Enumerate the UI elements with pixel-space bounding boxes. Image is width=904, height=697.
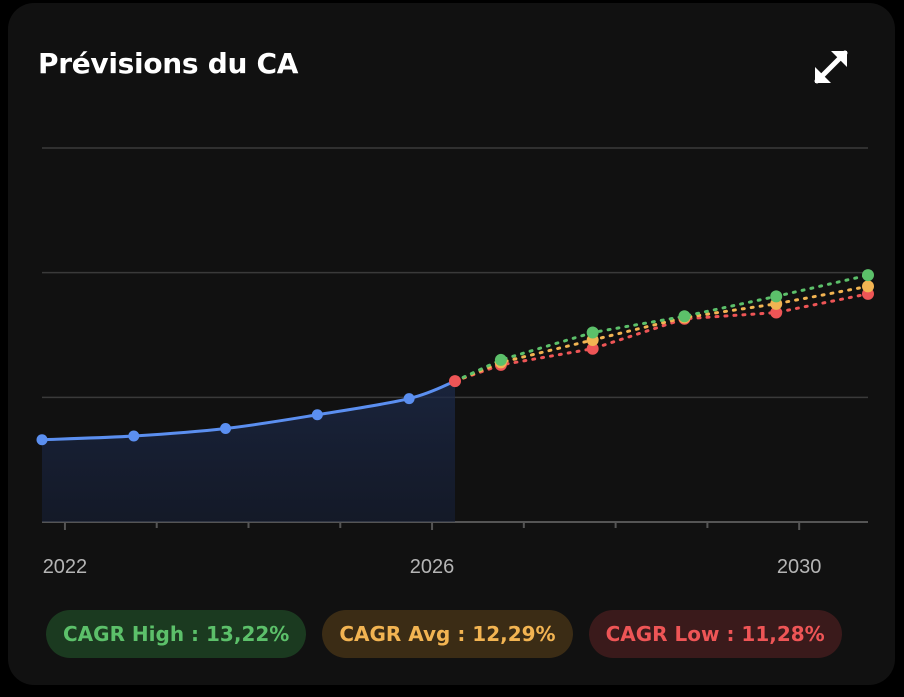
revenue-forecast-card: Prévisions du CA 2022 2026 2030 CAGR High … [8, 3, 895, 685]
forecast-avg-point [862, 280, 874, 293]
actual-revenue-point [128, 430, 140, 442]
expand-arrows-icon[interactable] [806, 42, 856, 92]
forecast-high-point [678, 310, 691, 323]
forecast-low-line [453, 292, 870, 383]
card-title: Prévisions du CA [38, 47, 299, 80]
actual-revenue-point [403, 393, 415, 405]
x-tick-label: 2026 [410, 556, 455, 578]
forecast-high-line [453, 273, 870, 383]
forecast-high-point [494, 353, 507, 366]
actual-revenue-point [311, 409, 323, 421]
cagr-low-badge: CAGR Low : 11,28% [588, 610, 842, 658]
forecast-low-point [586, 342, 599, 355]
forecast-low-point [770, 306, 783, 319]
cagr-legend: CAGR High : 13,22% CAGR Avg : 12,29% CAG… [46, 610, 842, 658]
x-tick-label: 2022 [43, 556, 88, 578]
current-revenue-point [449, 375, 461, 388]
forecast-avg-line [453, 284, 870, 383]
revenue-chart: 2022 2026 2030 [36, 147, 874, 578]
forecast-high-point [770, 290, 783, 303]
cagr-high-badge: CAGR High : 13,22% [46, 610, 307, 658]
forecast-high-point [586, 326, 599, 339]
actual-revenue-point [36, 434, 48, 446]
forecast-high-point [862, 269, 874, 282]
cagr-avg-badge: CAGR Avg : 12,29% [322, 610, 573, 658]
actual-revenue-area [42, 381, 455, 522]
actual-revenue-point [220, 423, 232, 434]
x-tick-label: 2030 [777, 556, 822, 578]
